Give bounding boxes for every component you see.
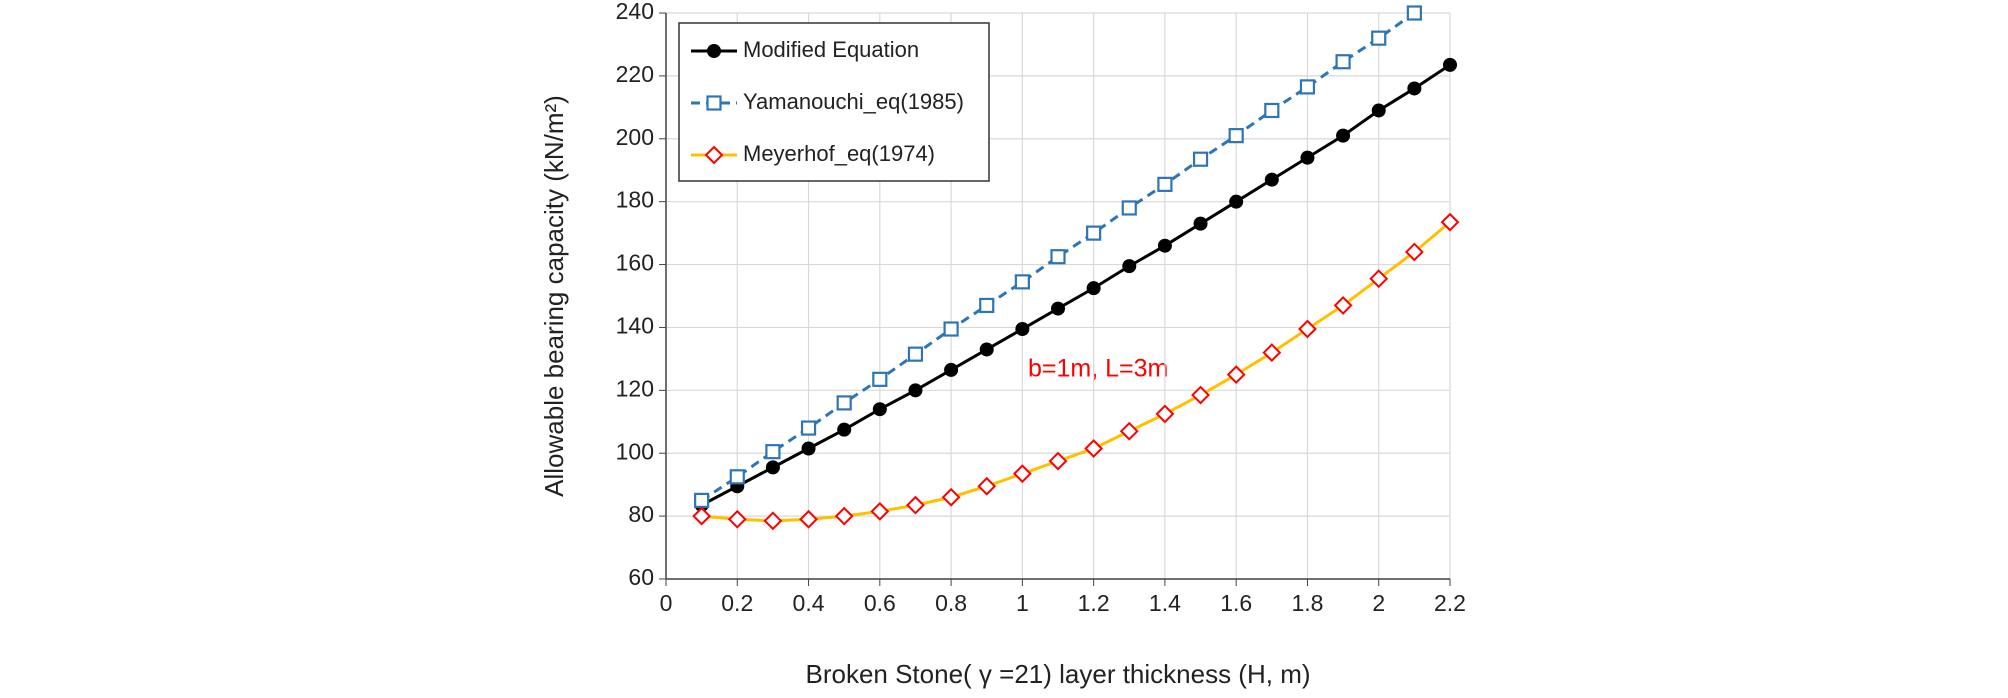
legend-marker xyxy=(704,145,724,165)
marker xyxy=(941,487,961,507)
marker xyxy=(1157,176,1173,192)
marker xyxy=(1406,5,1422,21)
marker xyxy=(800,420,817,436)
legend-label: Modified Equation xyxy=(743,37,919,62)
marker xyxy=(765,444,781,460)
marker xyxy=(872,402,887,417)
marker xyxy=(944,362,959,377)
series-line xyxy=(700,63,1451,507)
x-tick-label: 0.4 xyxy=(793,590,825,616)
marker xyxy=(763,511,783,531)
marker xyxy=(979,342,994,357)
marker xyxy=(1298,319,1317,339)
marker xyxy=(801,441,816,456)
x-tick-label: 1.6 xyxy=(1220,590,1252,616)
x-axis-label: Broken Stone( γ =21) layer thickness (H,… xyxy=(805,659,1310,689)
x-tick-label: 1.4 xyxy=(1149,590,1181,616)
marker xyxy=(1443,57,1457,72)
x-tick-label: 1 xyxy=(1016,590,1029,616)
marker xyxy=(727,509,747,529)
annotation: b=1m, L=3m xyxy=(1028,355,1168,383)
y-tick-label: 160 xyxy=(616,250,654,276)
y-axis-label: Allowable bearing capacity (kN/m²) xyxy=(539,95,569,497)
marker xyxy=(692,506,712,526)
marker xyxy=(1050,249,1066,265)
marker xyxy=(1371,30,1387,46)
marker xyxy=(1155,404,1175,424)
marker xyxy=(1407,81,1422,96)
marker xyxy=(837,422,852,437)
marker xyxy=(1121,200,1137,216)
marker xyxy=(1192,151,1209,167)
legend-label: Yamanouchi_eq(1985) xyxy=(743,89,964,114)
marker xyxy=(1335,54,1351,70)
marker xyxy=(1369,269,1389,289)
y-tick-label: 80 xyxy=(628,501,654,527)
x-tick-label: 1.8 xyxy=(1291,590,1323,616)
marker xyxy=(872,371,888,387)
marker xyxy=(870,501,890,521)
legend-marker xyxy=(706,95,722,111)
marker xyxy=(1157,238,1172,253)
marker xyxy=(1086,281,1101,296)
marker xyxy=(1086,225,1102,241)
marker xyxy=(765,460,780,475)
x-tick-label: 0 xyxy=(660,590,673,616)
y-tick-label: 240 xyxy=(616,0,654,24)
series-line xyxy=(701,220,1451,523)
marker xyxy=(1262,343,1282,363)
marker xyxy=(1371,103,1386,118)
marker xyxy=(979,297,995,314)
series-line xyxy=(700,11,1416,502)
marker xyxy=(1440,212,1460,232)
marker xyxy=(694,492,710,508)
x-tick-label: 0.2 xyxy=(721,590,753,616)
legend-label: Meyerhof_eq(1974) xyxy=(743,141,935,166)
y-tick-label: 120 xyxy=(616,375,654,401)
marker xyxy=(1048,451,1068,471)
y-tick-label: 220 xyxy=(616,61,654,87)
y-tick-label: 100 xyxy=(616,438,654,464)
y-tick-label: 180 xyxy=(616,187,654,213)
marker xyxy=(907,346,924,362)
marker xyxy=(1084,439,1104,458)
marker xyxy=(1226,365,1246,385)
marker xyxy=(908,383,923,398)
x-tick-label: 1.2 xyxy=(1078,590,1110,616)
y-tick-label: 200 xyxy=(616,124,654,150)
marker xyxy=(1228,128,1244,144)
marker xyxy=(1051,301,1065,316)
x-tick-label: 2.2 xyxy=(1434,590,1466,616)
marker xyxy=(1336,128,1351,143)
marker xyxy=(1015,322,1030,337)
marker xyxy=(836,395,852,411)
marker xyxy=(799,509,818,529)
legend-marker xyxy=(707,44,721,58)
marker xyxy=(1404,242,1424,262)
marker xyxy=(1264,102,1280,119)
marker xyxy=(1122,259,1137,274)
marker xyxy=(1191,385,1210,405)
marker xyxy=(1264,172,1279,187)
y-tick-label: 140 xyxy=(616,313,654,339)
marker xyxy=(1119,421,1139,441)
marker xyxy=(1333,296,1353,315)
marker xyxy=(1014,274,1030,290)
y-tick-label: 60 xyxy=(628,564,654,590)
marker xyxy=(943,321,959,337)
x-tick-label: 2 xyxy=(1372,590,1385,616)
marker xyxy=(1229,194,1244,209)
marker xyxy=(834,506,854,526)
marker xyxy=(1012,464,1032,484)
marker xyxy=(1299,79,1316,95)
x-tick-label: 0.8 xyxy=(935,590,967,616)
marker xyxy=(1300,150,1315,165)
marker xyxy=(906,495,925,515)
marker xyxy=(729,469,745,485)
marker xyxy=(977,476,997,496)
x-tick-label: 0.6 xyxy=(864,590,896,616)
marker xyxy=(1193,216,1208,231)
